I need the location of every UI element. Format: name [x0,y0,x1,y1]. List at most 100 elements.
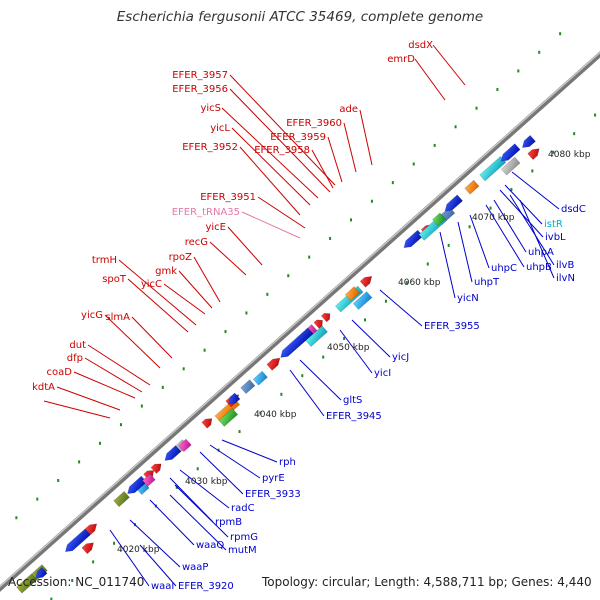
gene-glyph [313,319,323,329]
leader-line [511,171,560,210]
leader-line [439,231,456,299]
leader-line [343,122,357,173]
gene-glyph [280,327,314,358]
tick-dot [113,541,116,545]
gene-glyph [127,475,147,495]
tick-dot [531,169,534,173]
reverse-gene-labels: dsdC istR ivbL uhpA ilvB uhpB ilvN uhpC … [151,204,586,592]
label-uhpA: uhpA [528,247,554,258]
label-yicS: yicS [200,103,221,114]
gene-glyph [344,286,360,301]
tick-dot [245,311,248,315]
leader-line [139,544,177,587]
tick-dot [454,125,457,129]
gene-glyph [403,229,424,249]
leader-line [327,136,343,183]
label-coaD: kdtA [32,382,55,393]
leader-line [209,241,247,276]
label-istR: istR [544,219,563,230]
gene-glyph [35,567,48,579]
tick-dot [559,32,562,36]
leader-line [127,278,189,333]
leader-line [84,357,143,393]
gene-glyph [464,179,480,195]
scale-label-4020: 4020 kbp [117,545,160,555]
tick-dot [15,516,18,520]
label-uhpC: uhpC [491,263,517,274]
tick-dot [99,441,102,445]
gene-glyph [479,155,507,182]
map-title: Escherichia fergusonii ATCC 35469, compl… [116,9,484,25]
leader-line [414,58,446,101]
scale-labels: 4020 kbp 4030 kbp 4040 kbp 4050 kbp 4060… [117,150,591,555]
gene-glyph [113,491,130,508]
label-recG: rpoZ [169,252,193,263]
tick-dot [78,460,81,464]
tick-dot [36,497,39,501]
tick-dot [322,355,325,359]
label-EFER_tRNA35: EFER_tRNA35 [172,207,240,218]
tick-dot [517,69,520,73]
leader-line [457,221,473,283]
leader-line [257,196,306,229]
gene-glyph [81,542,94,555]
leader-line [509,194,555,266]
gene-glyph [432,212,446,226]
label-ilvN: ilvN [556,273,575,284]
leader-line [469,214,490,269]
leader-line [493,199,527,253]
tick-dot [308,255,311,259]
label-dsdX: dsdX [408,40,433,51]
leader-line [239,146,301,216]
label-mutM: mutM [228,545,257,556]
leader-line [241,211,301,239]
label-ilvB: ilvB [556,260,574,271]
tick-dot [203,348,206,352]
tick-dot [266,292,269,296]
tick-dot [412,162,415,166]
gene-glyph [164,445,182,461]
tick-dot [119,423,122,427]
label-uhpT: uhpT [474,277,500,288]
label-dsdC: dsdC [561,204,586,215]
label-yicG: slmA [105,312,130,323]
leader-line [178,270,213,309]
label-radC: radC [231,503,255,514]
label-EFER_3955: EFER_3955 [424,321,480,332]
tick-dot [92,560,95,564]
label-yicE: recG [185,237,208,248]
leader-line [231,127,311,206]
gene-glyph [500,143,521,162]
label-slmA: dut [69,340,86,351]
label-rpoZ: trmH [92,255,117,266]
leader-line [149,499,195,546]
gene-glyph [65,528,91,553]
label-EFER_3920: EFER_3920 [178,581,234,592]
label-EFER_3960: EFER_3960 [286,118,342,129]
leader-line [87,344,151,386]
leader-line [174,484,229,538]
gene-glyph [320,312,331,323]
label-waaP: waaP [182,562,208,573]
tick-dot [510,188,513,192]
tick-dot [301,374,304,378]
leader-line [519,199,555,279]
leader-line [311,149,334,189]
leader-line [351,319,391,358]
tick-dot [71,578,74,582]
tick-dot [287,274,290,278]
leader-line [221,107,319,199]
scale-label-4050: 4050 kbp [327,343,370,353]
leader-line [179,469,230,509]
label-pyrE: pyrE [262,473,285,484]
label-leader-lines [43,44,560,587]
tick-dot [426,262,429,266]
gene-glyph [252,370,268,386]
label-EFER_3958: EFER_3958 [254,145,310,156]
leader-line [485,204,525,268]
gene-glyph [444,194,463,212]
leader-line [289,369,325,417]
label-EFER_3956: EFER_3956 [172,84,228,95]
gene-glyph [305,325,328,347]
